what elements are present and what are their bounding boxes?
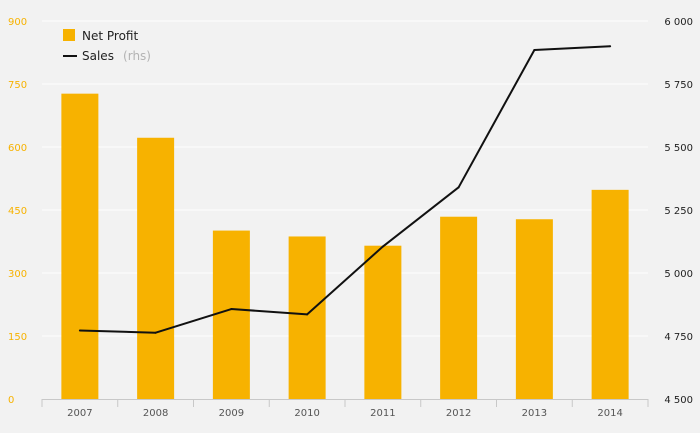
bar-net-profit [591, 189, 629, 399]
x-tick-label: 2014 [597, 408, 622, 419]
gridlines [42, 20, 648, 337]
right-tick-label: 4 500 [664, 395, 693, 406]
bar-net-profit [212, 230, 250, 399]
right-axis-ticks: 4 500 4 750 5 000 5 250 5 500 5 750 6 000 [664, 17, 693, 406]
legend: Net Profit Sales (rhs) [63, 29, 151, 64]
x-tick-label: 2013 [522, 408, 547, 419]
right-tick-label: 5 250 [664, 206, 693, 217]
left-axis-ticks: 0 150 300 450 600 750 900 [8, 17, 27, 406]
x-tick-label: 2007 [67, 408, 92, 419]
sales-point [78, 329, 81, 332]
sales-point [230, 308, 233, 311]
left-tick-label: 450 [8, 206, 27, 217]
x-axis: 2007 2008 2009 2010 2011 2012 2013 2014 [41, 399, 649, 419]
bar-net-profit [61, 93, 99, 399]
x-tick-label: 2008 [143, 408, 168, 419]
right-tick-label: 6 000 [664, 17, 693, 28]
sales-point [381, 245, 384, 248]
x-tick-label: 2009 [219, 408, 244, 419]
right-tick-label: 5 000 [664, 269, 693, 280]
sales-point [533, 48, 536, 51]
legend-entry-sales: Sales (rhs) [82, 45, 151, 64]
left-tick-label: 0 [8, 395, 14, 406]
bar-net-profit [515, 219, 553, 399]
right-tick-label: 5 500 [664, 143, 693, 154]
x-tick-label: 2012 [446, 408, 471, 419]
left-tick-label: 150 [8, 332, 27, 343]
sales-point [457, 186, 460, 189]
left-tick-label: 900 [8, 17, 27, 28]
legend-swatch-net-profit [63, 29, 75, 41]
right-tick-label: 4 750 [664, 332, 693, 343]
bar-net-profit [288, 236, 326, 399]
bar-net-profit [137, 137, 175, 399]
bar-net-profit [364, 245, 402, 399]
sales-point [609, 45, 612, 48]
x-tick-label: 2010 [294, 408, 319, 419]
left-tick-label: 300 [8, 269, 27, 280]
sales-point [154, 331, 157, 334]
sales-point [306, 313, 309, 316]
legend-label-sales-suffix: (rhs) [123, 49, 151, 63]
legend-label-net-profit: Net Profit [82, 29, 138, 43]
left-tick-label: 750 [8, 80, 27, 91]
legend-label-sales: Sales [82, 49, 114, 63]
bar-net-profit [440, 216, 478, 399]
sales-line-layer [78, 45, 612, 334]
bars [61, 93, 629, 399]
sales-line [79, 45, 611, 334]
left-tick-label: 600 [8, 143, 27, 154]
right-tick-label: 5 750 [664, 80, 693, 91]
x-tick-label: 2011 [370, 408, 395, 419]
